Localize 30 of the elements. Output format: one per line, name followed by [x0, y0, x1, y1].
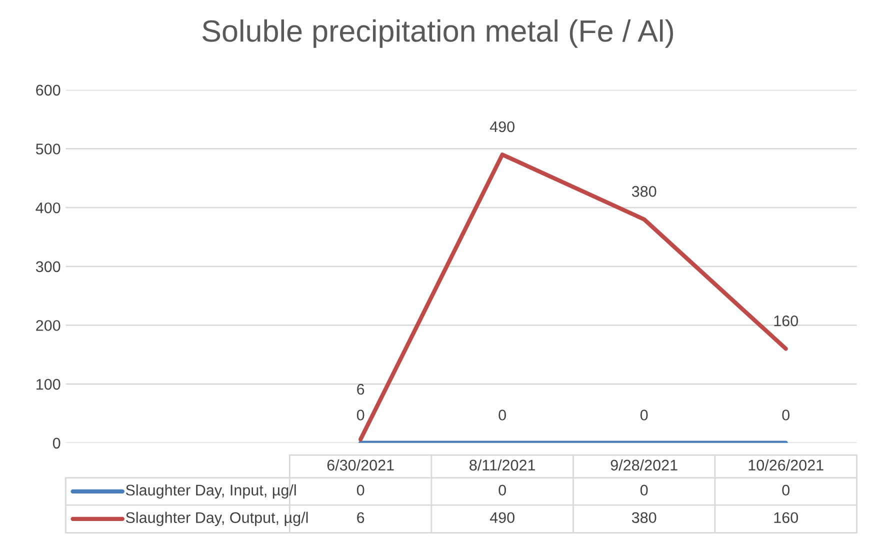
x-tick-label: 9/28/2021	[610, 459, 678, 471]
x-tick-label: 8/11/2021	[470, 459, 536, 471]
y-tick-label: 300	[36, 261, 60, 272]
data-label: 6	[357, 512, 364, 524]
data-label: 0	[498, 484, 506, 496]
data-label: 0	[640, 484, 648, 496]
data-label: 0	[782, 484, 790, 496]
y-tick-label: 500	[36, 144, 60, 154]
x-tick-label: 6/30/2021	[327, 459, 394, 471]
data-label: 0	[356, 484, 364, 496]
y-tick-label: 400	[36, 202, 60, 214]
annotation: 380	[632, 186, 656, 197]
y-tick-label: 100	[36, 378, 60, 390]
data-label: 490	[490, 512, 514, 524]
y-tick-label: 0	[52, 438, 60, 449]
annotation: 490	[490, 121, 514, 132]
legend-label: Slaughter Day, Output, µg/l	[126, 512, 308, 526]
chart-title: Soluble precipitation metal (Fe / Al)	[202, 19, 674, 48]
annotation: 0	[356, 410, 364, 420]
annotation: 0	[782, 410, 790, 420]
data-label: 380	[632, 512, 656, 524]
annotation: 0	[498, 410, 506, 420]
annotation: 6	[357, 384, 364, 395]
y-tick-label: 600	[36, 84, 60, 96]
y-tick-label: 200	[36, 320, 60, 331]
legend-label: Slaughter Day, Input, µg/l	[126, 484, 296, 499]
annotation: 160	[774, 315, 798, 326]
x-tick-label: 10/26/2021	[748, 459, 824, 471]
data-label: 160	[774, 512, 798, 524]
annotation: 0	[640, 410, 648, 420]
